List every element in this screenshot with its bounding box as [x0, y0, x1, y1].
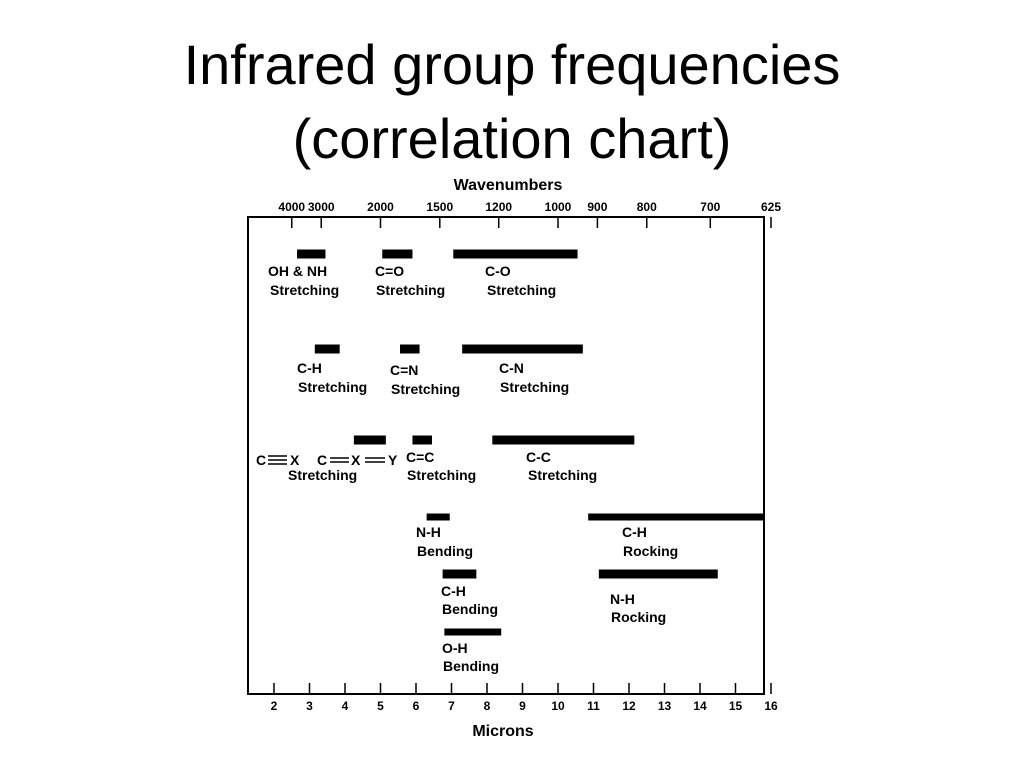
label-c-double-c-bond: C=C	[406, 449, 434, 465]
double-bond-icon	[365, 457, 385, 463]
label-c-double-c: C	[317, 452, 327, 468]
bottom-tick-label: 7	[448, 699, 455, 713]
bottom-tick-label: 16	[764, 699, 778, 713]
top-tick-label: 1200	[485, 200, 512, 214]
bottom-tick-label: 9	[519, 699, 526, 713]
label-rocking: Rocking	[623, 543, 678, 559]
label-bending: Bending	[442, 601, 498, 617]
band-bar	[453, 249, 578, 259]
band-bar	[588, 513, 764, 521]
label-stretching: Stretching	[376, 282, 445, 298]
bottom-axis-title: Microns	[472, 723, 533, 740]
label-stretching: Stretching	[487, 282, 556, 298]
bottom-tick-label: 15	[729, 699, 743, 713]
band-bar	[442, 569, 477, 579]
top-tick-label: 800	[637, 200, 657, 214]
top-axis-ticks: 4000 3000 2000 1500 1200 1000 900 800 700 625	[278, 200, 781, 228]
label-o-h: O-H	[442, 640, 468, 656]
band-bar	[412, 435, 432, 445]
label-stretching: Stretching	[500, 379, 569, 395]
bottom-tick-label: 14	[693, 699, 707, 713]
band-bar	[314, 344, 340, 354]
bottom-tick-label: 8	[484, 699, 491, 713]
top-tick-label: 900	[587, 200, 607, 214]
label-rocking: Rocking	[611, 609, 666, 625]
bottom-tick-label: 6	[413, 699, 420, 713]
triple-bond-icon	[268, 455, 287, 465]
top-tick-label: 1500	[426, 200, 453, 214]
bottom-tick-label: 10	[551, 699, 565, 713]
label-stretching: Stretching	[391, 381, 460, 397]
band-bars	[297, 249, 764, 636]
slide-title: Infrared group frequencies (correlation …	[0, 28, 1024, 176]
label-stretching: Stretching	[407, 467, 476, 483]
band-bar	[462, 344, 583, 354]
top-tick-label: 2000	[367, 200, 394, 214]
band-bar	[492, 435, 635, 445]
label-bending: Bending	[443, 658, 499, 674]
bottom-tick-label: 12	[622, 699, 636, 713]
bottom-tick-label: 2	[271, 699, 278, 713]
top-tick-label: 700	[700, 200, 720, 214]
label-c-h: C-H	[297, 360, 322, 376]
band-bar	[444, 628, 502, 636]
label-c-o: C-O	[485, 263, 511, 279]
plot-frame	[247, 216, 765, 695]
label-oh-nh: OH & NH	[268, 263, 327, 279]
double-bond-icon	[330, 457, 349, 463]
label-c-c: C-C	[526, 449, 551, 465]
top-tick-label: 1000	[545, 200, 572, 214]
bottom-tick-label: 3	[306, 699, 313, 713]
bottom-tick-label: 5	[377, 699, 384, 713]
label-c-h-bending: C-H	[441, 583, 466, 599]
label-c-triple-c: C	[256, 452, 266, 468]
band-bar	[426, 513, 450, 521]
label-stretching: Stretching	[288, 467, 357, 483]
top-tick-label: 4000	[278, 200, 305, 214]
bottom-tick-label: 13	[658, 699, 672, 713]
label-c-double-y: Y	[388, 452, 398, 468]
top-axis-title: Wavenumbers	[454, 177, 563, 194]
bottom-tick-label: 4	[342, 699, 349, 713]
label-c-double-n: C=N	[390, 362, 418, 378]
bottom-tick-label: 11	[587, 699, 600, 713]
band-bar	[400, 344, 420, 354]
band-bar	[353, 435, 386, 445]
label-stretching: Stretching	[270, 282, 339, 298]
label-n-h-rocking: N-H	[610, 591, 635, 607]
label-c-triple-x: X	[290, 452, 300, 468]
label-bending: Bending	[417, 543, 473, 559]
label-c-double-x: X	[351, 452, 361, 468]
label-n-h: N-H	[416, 524, 441, 540]
title-line-2: (correlation chart)	[292, 107, 732, 170]
title-line-1: Infrared group frequencies	[183, 33, 841, 96]
band-bar	[598, 569, 718, 579]
label-c-h-rocking: C-H	[622, 524, 647, 540]
label-stretching: Stretching	[528, 467, 597, 483]
bottom-axis-ticks: 2 3 4 5 6 7 8 9 10 11 12 13 14 15 16	[271, 683, 778, 713]
top-tick-label: 625	[761, 200, 781, 214]
band-bar	[382, 249, 413, 259]
band-bar	[297, 249, 326, 259]
top-tick-label: 3000	[308, 200, 335, 214]
label-stretching: Stretching	[298, 379, 367, 395]
label-c-double-o: C=O	[375, 263, 404, 279]
label-c-n: C-N	[499, 360, 524, 376]
